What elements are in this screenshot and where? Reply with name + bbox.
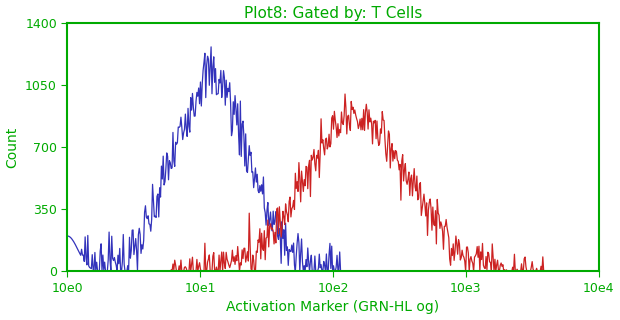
X-axis label: Activation Marker (GRN-HL og): Activation Marker (GRN-HL og): [226, 300, 440, 315]
Y-axis label: Count: Count: [6, 127, 20, 168]
Title: Plot8: Gated by: T Cells: Plot8: Gated by: T Cells: [244, 5, 422, 20]
